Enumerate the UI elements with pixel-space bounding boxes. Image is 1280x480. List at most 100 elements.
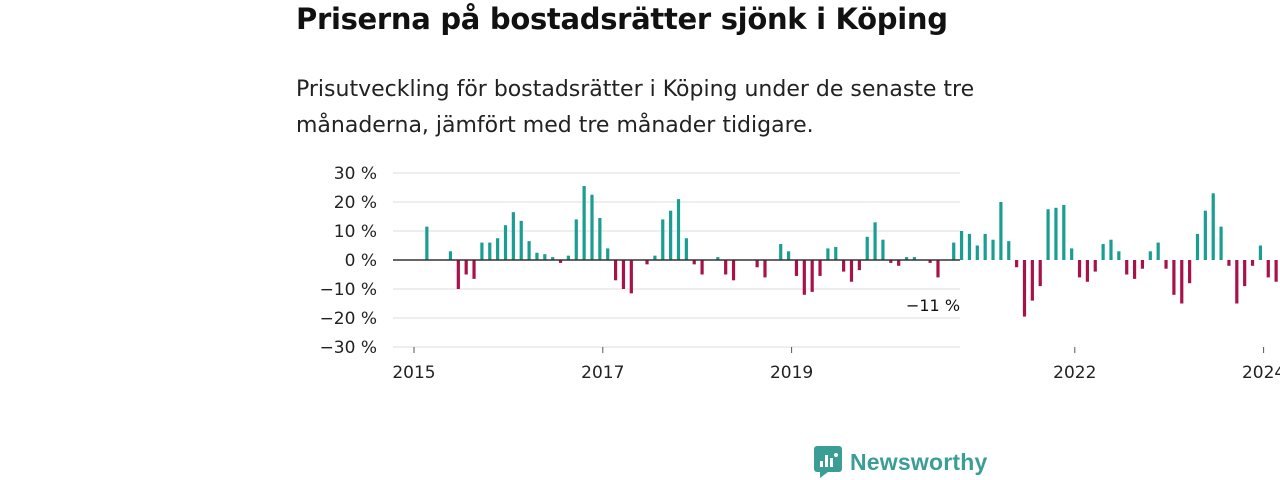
bar [897, 260, 901, 266]
bar [1266, 260, 1270, 278]
bar [731, 260, 736, 281]
bar [503, 225, 508, 260]
bar [496, 238, 500, 260]
brand-name: Newsworthy [850, 448, 988, 475]
bar [1140, 260, 1145, 269]
bar [1109, 239, 1113, 260]
bar [543, 254, 547, 260]
bar [999, 202, 1003, 260]
bar [1148, 251, 1152, 260]
bar [1054, 207, 1058, 260]
x-axis: 201520172019202220242026 [392, 347, 1280, 383]
bar [849, 260, 854, 282]
bar [448, 251, 453, 260]
bar [669, 210, 673, 260]
bar [606, 248, 610, 260]
bar [936, 260, 940, 278]
bar [1164, 260, 1168, 269]
bar [983, 233, 987, 260]
bar [1132, 260, 1137, 279]
bar [865, 236, 869, 260]
bar [786, 251, 791, 260]
bar [629, 260, 633, 294]
y-tick-label: 0 % [345, 251, 377, 271]
bar [818, 260, 822, 276]
chart-title: Priserna på bostadsrätter sjönk i Köping [296, 2, 948, 36]
bar [1195, 233, 1200, 260]
bar [842, 260, 846, 272]
bar [1180, 260, 1184, 304]
bar [558, 260, 563, 263]
bar [912, 257, 916, 260]
bar [700, 260, 704, 275]
bar [456, 260, 460, 289]
bar [1038, 260, 1042, 287]
bar [794, 260, 799, 276]
bar [692, 260, 696, 265]
bar [779, 244, 783, 260]
bar [1258, 245, 1262, 260]
bar [1203, 210, 1207, 260]
grid-lines [393, 172, 960, 348]
bar [598, 217, 602, 260]
x-tick-label: 2015 [392, 363, 435, 383]
x-tick-label: 2024 [1242, 363, 1280, 383]
bar [1085, 260, 1089, 282]
bar [1219, 226, 1223, 260]
bar [991, 239, 995, 260]
newsworthy-logo-icon [814, 446, 842, 478]
bar [889, 260, 893, 263]
bar [1077, 260, 1082, 278]
bar [1030, 260, 1034, 301]
bar [967, 233, 972, 260]
bar [653, 255, 657, 260]
bar [519, 220, 523, 260]
bar [810, 260, 814, 292]
bar [535, 252, 539, 260]
bar [574, 219, 578, 260]
bar [480, 242, 484, 260]
bar-series [425, 186, 1278, 317]
bar [551, 257, 555, 260]
bar [582, 186, 586, 260]
bar [661, 219, 665, 260]
bar [613, 260, 618, 281]
x-tick-label: 2022 [1053, 363, 1096, 383]
bar [1007, 241, 1011, 260]
bar [1156, 242, 1160, 260]
bar [873, 222, 877, 260]
bar [1093, 260, 1097, 272]
bar [1125, 260, 1129, 275]
bar [1243, 260, 1247, 287]
y-tick-label: −30 % [320, 338, 377, 358]
bar [755, 260, 759, 268]
x-tick-label: 2017 [581, 363, 624, 383]
bar [716, 257, 720, 260]
bar [928, 260, 932, 263]
bar [881, 239, 885, 260]
bar [975, 245, 979, 260]
bar [904, 257, 909, 260]
bar [826, 248, 830, 260]
chart-subtitle: Prisutveckling för bostadsrätter i Köpin… [296, 77, 975, 138]
bar [488, 242, 492, 260]
bar [1227, 260, 1231, 266]
newsworthy-brand[interactable]: Newsworthy [814, 446, 987, 478]
bar [1250, 260, 1255, 266]
bar [566, 255, 571, 260]
bar [1274, 260, 1278, 282]
bar-chart: 30 % 20 % 10 % 0 % −10 % −20 % −30 % 2015 2017 2… [320, 164, 1280, 383]
y-tick-label: 10 % [334, 222, 377, 242]
bar [1235, 260, 1239, 304]
bar [1022, 260, 1027, 317]
bar [472, 260, 476, 279]
bar [1046, 209, 1050, 260]
x-tick-label: 2019 [770, 363, 813, 383]
y-axis: 30 % 20 % 10 % 0 % −10 % −20 % −30 % [320, 164, 377, 358]
bar [959, 231, 964, 260]
bar [1070, 248, 1074, 260]
bar [425, 226, 429, 260]
bar [1015, 260, 1019, 268]
bar [952, 242, 956, 260]
bar [857, 260, 861, 271]
